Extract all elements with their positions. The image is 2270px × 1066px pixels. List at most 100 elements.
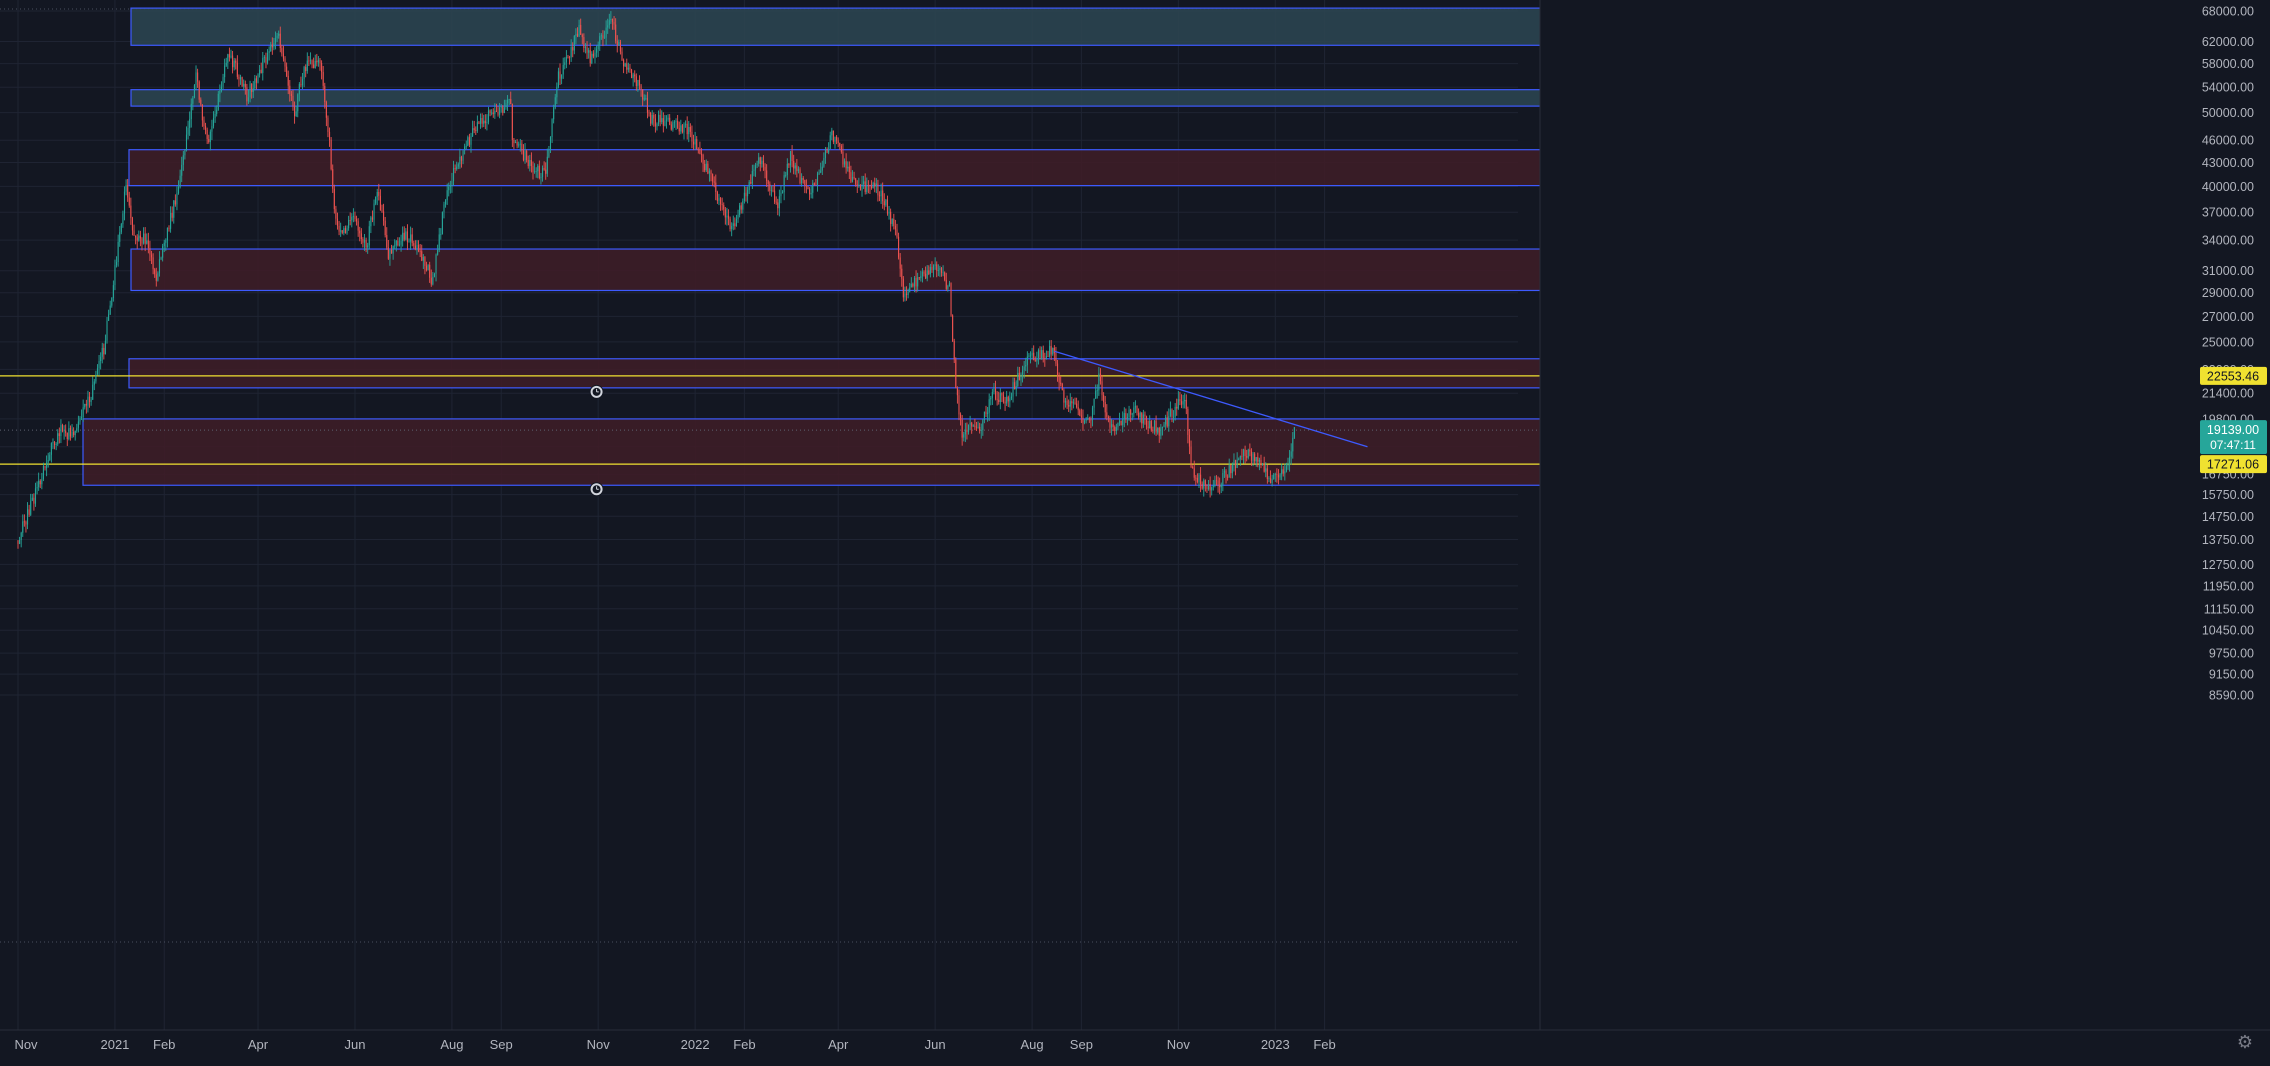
candle [921, 268, 923, 283]
candle [807, 186, 809, 190]
candle [1095, 384, 1097, 399]
candle [85, 399, 87, 414]
price-axis[interactable] [1540, 0, 2270, 1061]
candle [335, 205, 337, 225]
candle [999, 388, 1001, 410]
candle [233, 57, 235, 71]
candle [1236, 452, 1238, 469]
candle [182, 150, 184, 171]
candle [1200, 467, 1202, 493]
alerts[interactable] [589, 384, 604, 497]
candle [689, 123, 691, 138]
candle [816, 171, 819, 192]
trendline[interactable] [1054, 350, 1368, 448]
candle [1176, 398, 1178, 416]
candle [351, 213, 353, 228]
candle [1182, 394, 1184, 409]
candle [389, 249, 391, 266]
settings-gear-icon[interactable]: ⚙ [2236, 1032, 2254, 1052]
candle [44, 465, 46, 471]
x-tick-label: 2021 [100, 1037, 129, 1052]
candle [640, 83, 642, 97]
candle [1114, 425, 1116, 436]
candle [764, 163, 766, 179]
candle [1271, 474, 1273, 487]
candle [794, 162, 796, 175]
candle [572, 42, 574, 58]
candle [373, 199, 375, 226]
candle [688, 120, 690, 143]
candle [252, 81, 254, 99]
candle [61, 423, 64, 433]
candle [545, 162, 547, 180]
candle [734, 217, 736, 230]
candle [573, 35, 575, 55]
candle [589, 42, 591, 67]
candle [1260, 454, 1262, 469]
candle [988, 393, 990, 421]
alarm-clock-icon[interactable] [589, 384, 604, 399]
candle [149, 240, 151, 261]
candle [1190, 440, 1192, 468]
candle [76, 423, 78, 433]
candle [913, 275, 916, 293]
candle [1219, 477, 1221, 495]
candle [1071, 396, 1073, 411]
candle [1022, 365, 1024, 383]
candle [301, 73, 304, 90]
candle [952, 314, 954, 342]
candle [672, 120, 674, 132]
candle [966, 422, 968, 440]
candle [1037, 348, 1040, 365]
descending-trendline[interactable] [1054, 350, 1368, 448]
candle [700, 148, 703, 163]
candle [759, 156, 761, 172]
candle [1118, 412, 1121, 426]
candle [152, 253, 154, 275]
x-tick-label: 2022 [681, 1037, 710, 1052]
candle [756, 160, 758, 169]
candle [645, 94, 647, 101]
candle [796, 158, 798, 178]
candle [38, 472, 40, 491]
candle [1273, 472, 1275, 480]
candle [723, 202, 725, 216]
candle [103, 343, 105, 360]
candle [338, 220, 340, 236]
candle [459, 148, 461, 169]
candle [1257, 452, 1259, 468]
candle [203, 116, 205, 130]
candle [987, 406, 989, 422]
candle [880, 183, 882, 205]
candle [583, 33, 585, 53]
candle [658, 110, 660, 127]
candle [1098, 367, 1100, 396]
candle [1139, 411, 1141, 423]
candle [260, 62, 262, 74]
time-axis[interactable] [0, 1030, 2270, 1061]
candle [875, 178, 877, 194]
horizontal-lines[interactable] [0, 375, 1540, 465]
candle [106, 317, 108, 344]
candle [166, 227, 168, 248]
candle [553, 104, 555, 124]
candle [287, 70, 289, 95]
candle [173, 200, 175, 224]
candle [1207, 479, 1210, 491]
candle [611, 18, 614, 30]
alarm-clock-icon[interactable] [589, 482, 604, 497]
candle [244, 80, 246, 95]
candle [378, 183, 380, 201]
x-tick-label: Jun [344, 1037, 365, 1052]
candle [265, 52, 267, 69]
candle [656, 122, 658, 131]
candle [1187, 406, 1189, 444]
candle [88, 391, 91, 408]
candle [867, 180, 869, 194]
x-tick-label: Nov [14, 1037, 38, 1052]
candle [416, 240, 418, 255]
candle [630, 68, 633, 79]
candle [1180, 394, 1183, 409]
